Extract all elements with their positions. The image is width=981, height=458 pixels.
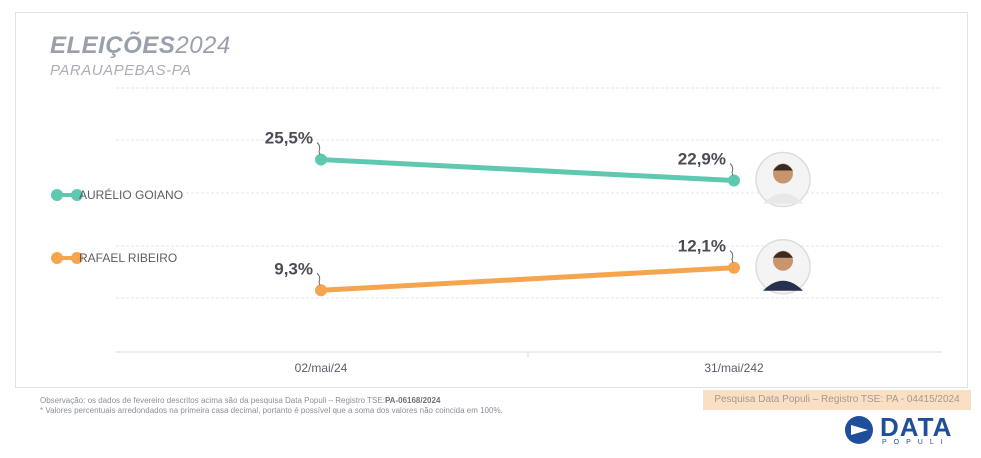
x-tick-label: 02/mai/24 [295, 361, 348, 375]
data-label: 9,3% [274, 259, 313, 278]
avatar-body [763, 280, 803, 291]
avatar-body [763, 193, 803, 204]
data-label: 25,5% [265, 129, 313, 148]
x-tick-label: 31/mai/242 [704, 361, 764, 375]
logo-word: DATA [880, 412, 953, 442]
chart-title: ELEIÇÕES2024 [50, 32, 231, 60]
data-point [315, 284, 327, 297]
data-label-leader [729, 250, 734, 263]
data-label: 12,1% [678, 237, 726, 256]
footnote-1-registro: PA-06168/2024 [384, 396, 441, 405]
footnote-2: * Valores percentuais arredondados na pr… [40, 406, 503, 415]
title-year: 2024 [175, 32, 231, 59]
gridlines [116, 87, 942, 299]
avatar-hair [773, 164, 793, 171]
chart-card [15, 12, 968, 388]
legend-label: AURÉLIO GOIANO [79, 187, 183, 202]
legend-swatch-dot [71, 252, 83, 264]
series-line [318, 265, 737, 293]
series-group: 25,5% 22,9% 9,3% 12,1% [265, 129, 740, 297]
data-label-leader [729, 163, 734, 176]
registro-badge: Pesquisa Data Populi – Registro TSE: PA … [703, 390, 971, 410]
legend-label: RAFAEL RIBEIRO [79, 251, 177, 265]
avatar-hair [773, 251, 793, 258]
avatar-rafael [755, 238, 811, 295]
legend-swatch-dot [71, 189, 83, 201]
data-label-leader [316, 142, 321, 155]
footnote-1-text: Observação: os dados de fevereiro descri… [40, 396, 385, 405]
footnote-1: Observação: os dados de fevereiro descri… [40, 396, 440, 405]
logo-mark-icon [845, 416, 873, 444]
data-point [728, 174, 740, 187]
legend-swatch-dot [51, 189, 63, 201]
data-point [728, 261, 740, 274]
data-populi-logo: DATA POPULI [842, 412, 967, 448]
data-label-leader [316, 272, 321, 286]
avatars [755, 151, 811, 295]
legend: AURÉLIO GOIANO RAFAEL RIBEIRO [51, 187, 183, 265]
title-bold: ELEIÇÕES [50, 32, 176, 59]
legend-swatch-dot [51, 252, 63, 264]
data-point [315, 153, 327, 166]
avatar-aurelio [755, 151, 811, 208]
x-axis: 02/mai/24 31/mai/242 [116, 351, 942, 375]
data-label: 22,9% [678, 150, 726, 169]
logo-sub: POPULI [882, 439, 950, 446]
series-line [318, 157, 737, 184]
chart-subtitle: PARAUAPEBAS-PA [50, 62, 192, 79]
